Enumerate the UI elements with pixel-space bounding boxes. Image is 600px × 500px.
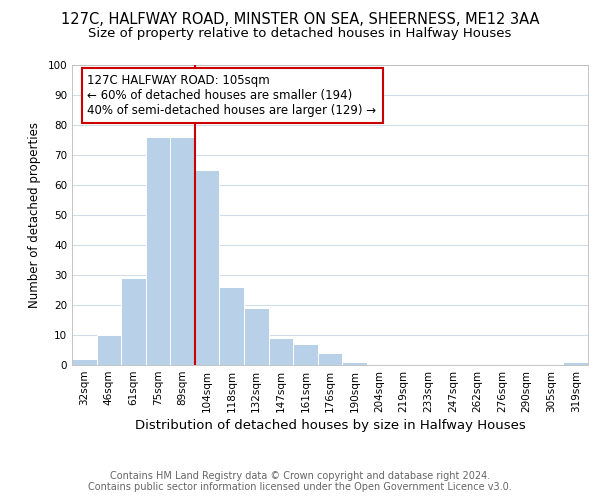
Text: Contains public sector information licensed under the Open Government Licence v3: Contains public sector information licen… bbox=[88, 482, 512, 492]
Bar bbox=[170, 137, 195, 365]
Bar bbox=[72, 359, 97, 365]
X-axis label: Distribution of detached houses by size in Halfway Houses: Distribution of detached houses by size … bbox=[134, 419, 526, 432]
Bar bbox=[318, 353, 342, 365]
Bar bbox=[269, 338, 293, 365]
Text: 127C, HALFWAY ROAD, MINSTER ON SEA, SHEERNESS, ME12 3AA: 127C, HALFWAY ROAD, MINSTER ON SEA, SHEE… bbox=[61, 12, 539, 28]
Bar bbox=[293, 344, 318, 365]
Text: Size of property relative to detached houses in Halfway Houses: Size of property relative to detached ho… bbox=[88, 28, 512, 40]
Bar bbox=[220, 287, 244, 365]
Text: 127C HALFWAY ROAD: 105sqm
← 60% of detached houses are smaller (194)
40% of semi: 127C HALFWAY ROAD: 105sqm ← 60% of detac… bbox=[88, 74, 377, 117]
Bar bbox=[97, 335, 121, 365]
Bar bbox=[342, 362, 367, 365]
Bar bbox=[146, 137, 170, 365]
Bar bbox=[121, 278, 146, 365]
Bar bbox=[195, 170, 220, 365]
Bar bbox=[563, 362, 588, 365]
Text: Contains HM Land Registry data © Crown copyright and database right 2024.: Contains HM Land Registry data © Crown c… bbox=[110, 471, 490, 481]
Y-axis label: Number of detached properties: Number of detached properties bbox=[28, 122, 41, 308]
Bar bbox=[244, 308, 269, 365]
